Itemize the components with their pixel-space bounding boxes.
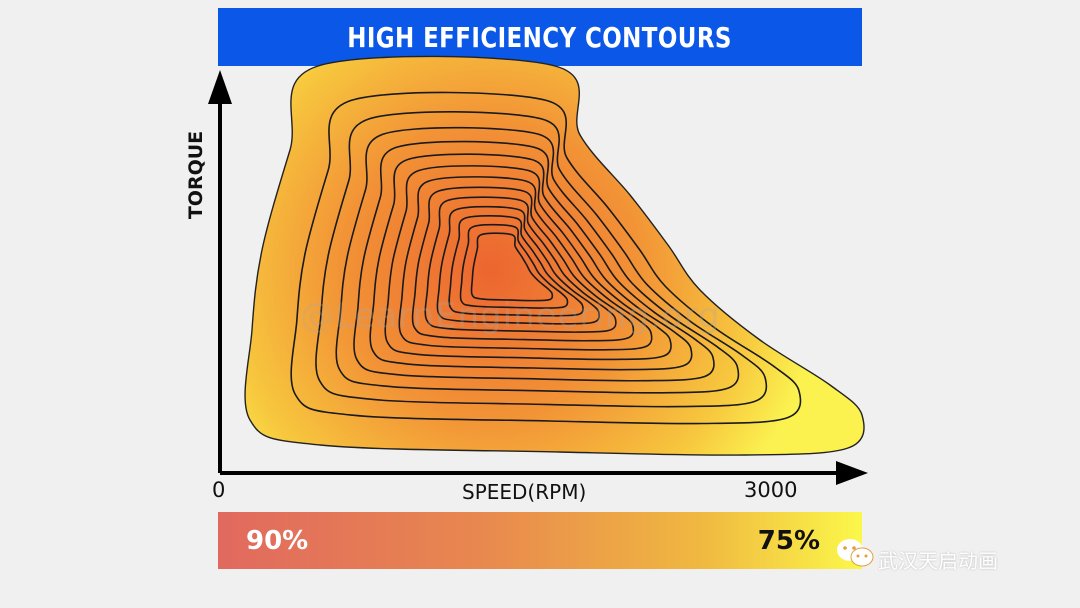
- title-banner: HIGH EFFICIENCY CONTOURS: [218, 8, 862, 66]
- x-tick-3000: 3000: [744, 478, 798, 502]
- y-axis-arrow: [208, 70, 232, 104]
- watermark-overlay: @LearnEngineering.org: [300, 296, 721, 336]
- x-tick-0: 0: [212, 478, 226, 502]
- x-axis-arrow: [836, 461, 868, 485]
- contour-line: [398, 176, 653, 351]
- contour-line: [459, 223, 569, 309]
- efficiency-colorbar: 90% 75%: [218, 512, 862, 569]
- contour-line: [290, 91, 802, 425]
- contour-line: [353, 140, 715, 382]
- x-axis-label: SPEED(RPM): [462, 480, 587, 504]
- contour-line: [448, 215, 584, 317]
- wechat-icon: [837, 539, 874, 567]
- contour-line: [315, 111, 768, 408]
- colorbar-min-label: 75%: [757, 526, 820, 556]
- contour-boundary: [244, 55, 865, 456]
- contour-line: [411, 186, 635, 342]
- contour-line: [424, 196, 617, 333]
- colorbar-max-label: 90%: [246, 526, 309, 556]
- contour-lines: [244, 55, 865, 456]
- contour-line: [470, 232, 554, 302]
- y-axis-label: TORQUE: [185, 130, 207, 220]
- contour-line: [436, 205, 600, 325]
- contour-line: [369, 153, 693, 371]
- contour-line: [384, 165, 672, 361]
- watermark-corner: 武汉天启动画: [878, 549, 998, 573]
- chart-title: HIGH EFFICIENCY CONTOURS: [347, 20, 733, 54]
- contour-line: [335, 126, 740, 394]
